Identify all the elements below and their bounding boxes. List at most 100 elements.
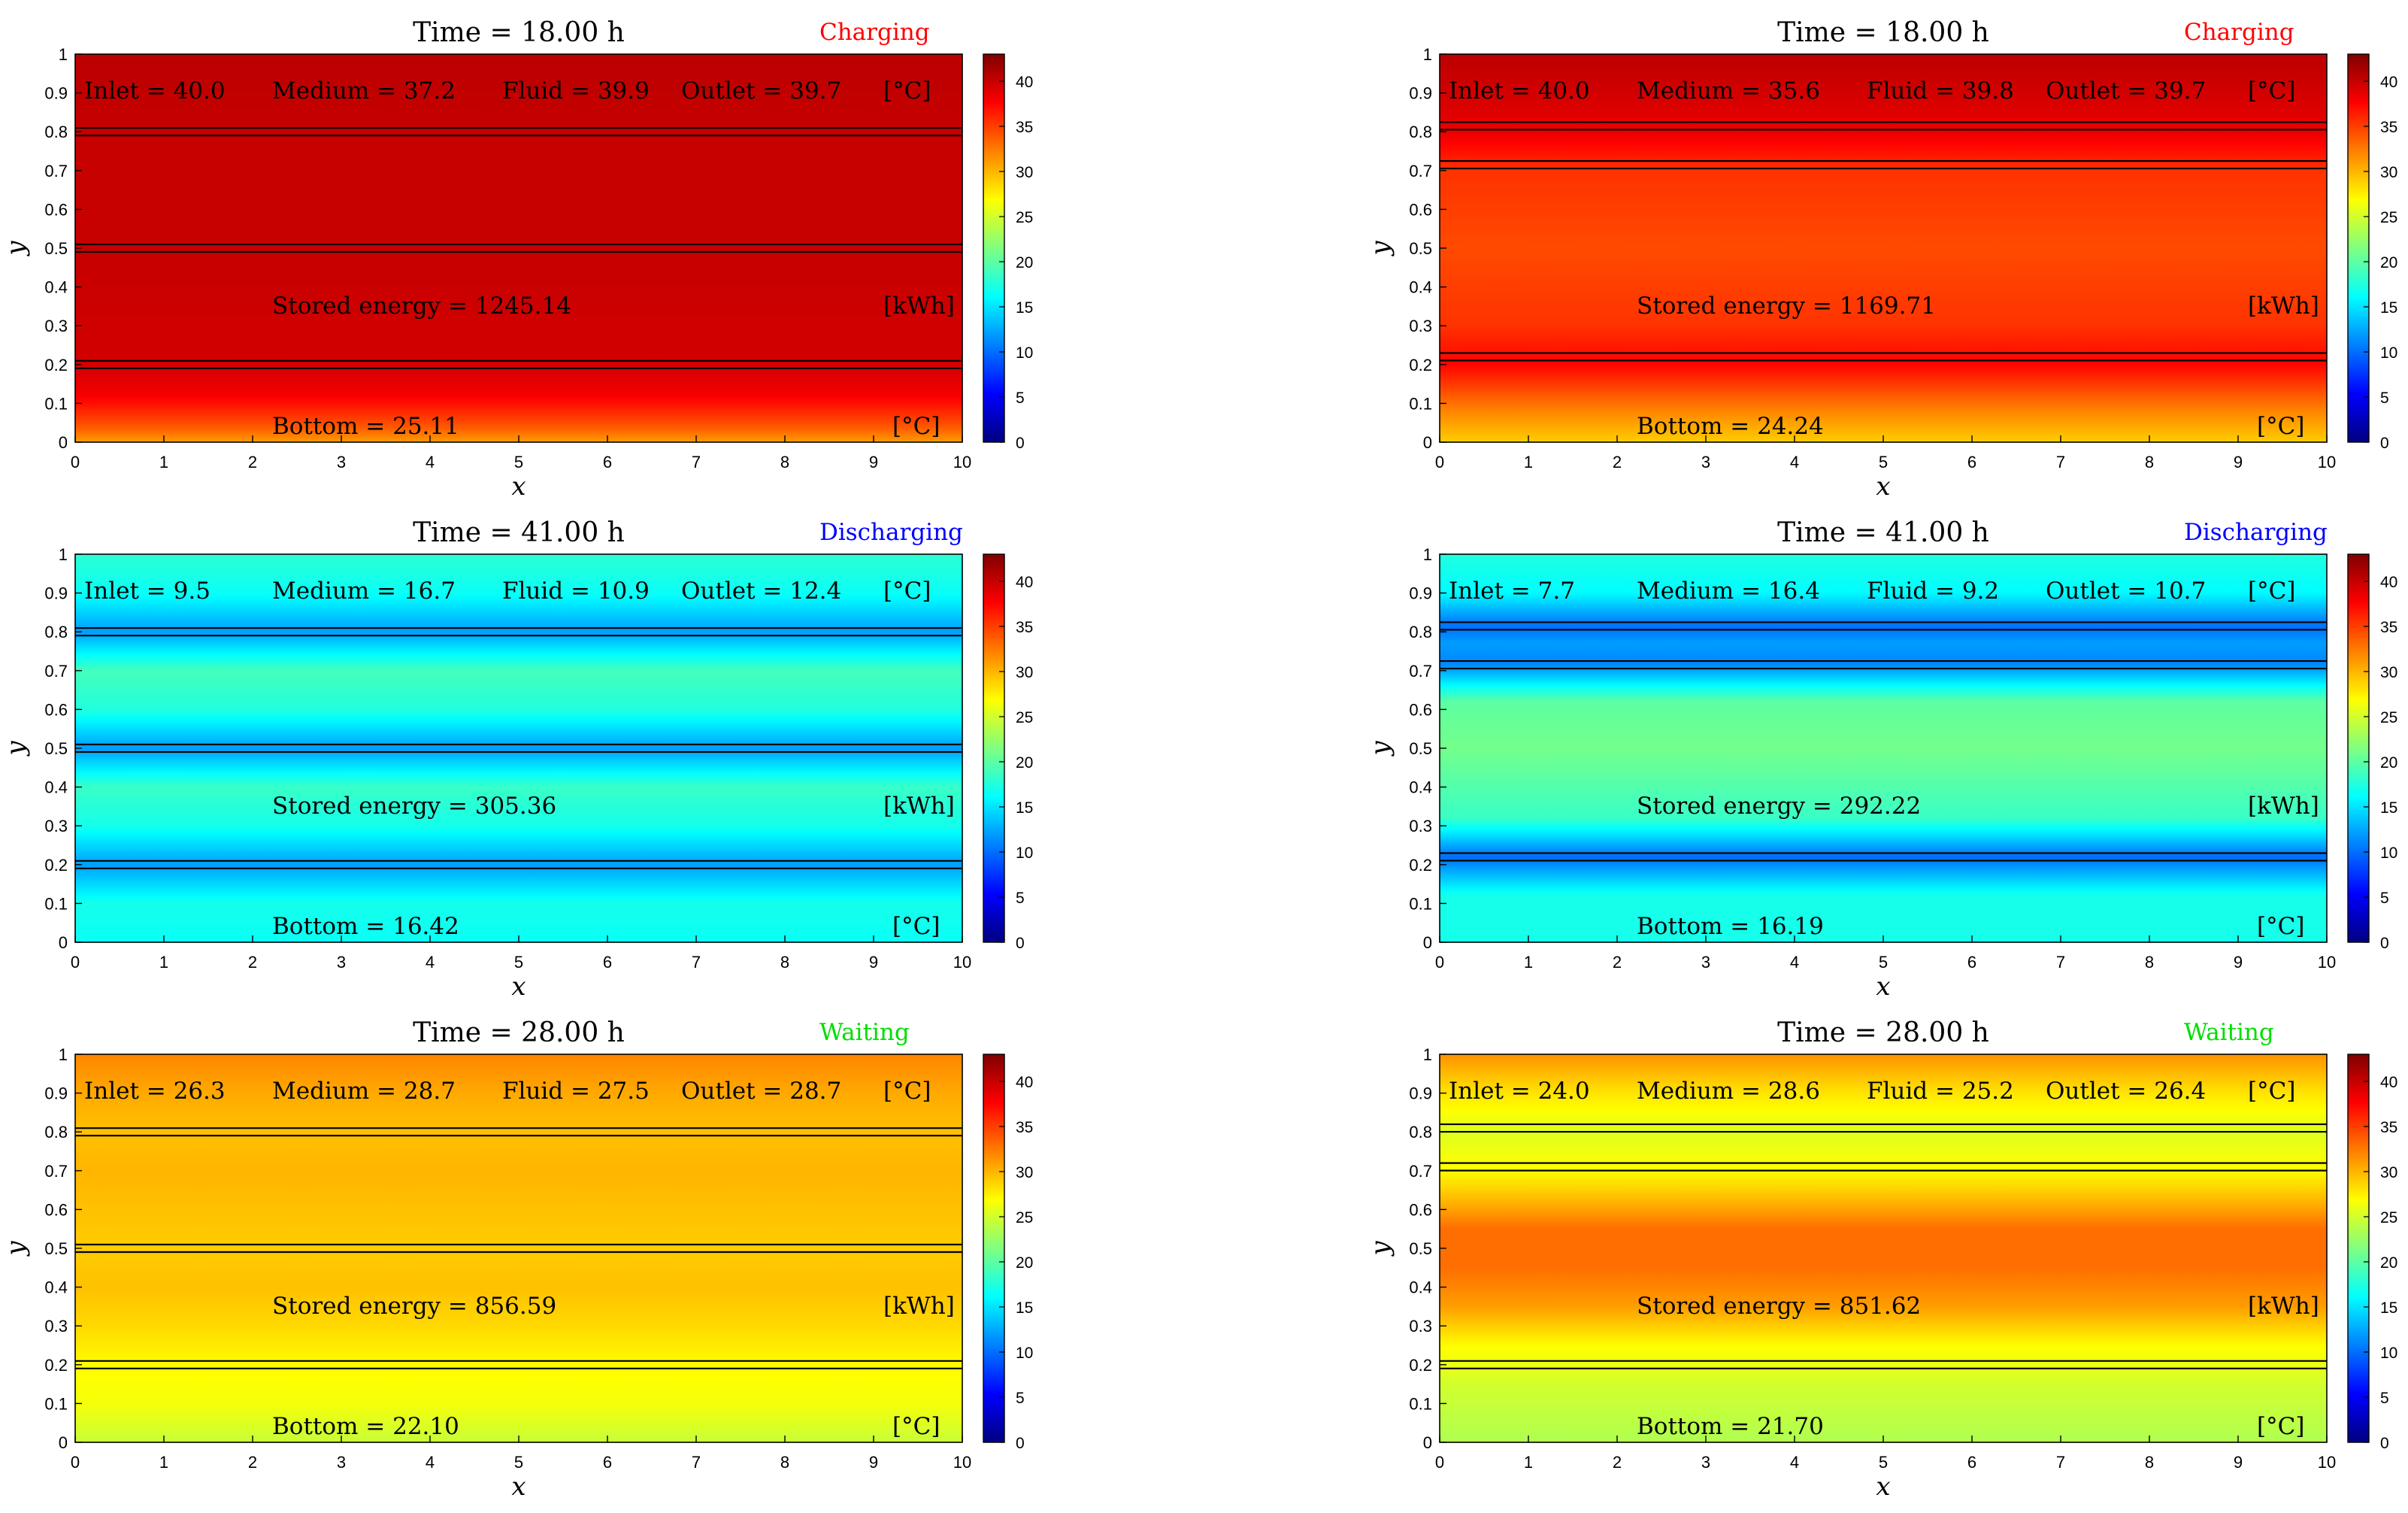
bottom-unit-label: [°C] (892, 1413, 940, 1440)
x-tick-label: 10 (2318, 1453, 2336, 1472)
colorbar-tick-label: 40 (2380, 1074, 2397, 1091)
x-tick-label: 2 (1613, 453, 1622, 471)
colorbar-tick-label: 30 (1016, 1164, 1033, 1181)
temperature-field (75, 554, 962, 942)
y-tick-label: 0.4 (1409, 278, 1432, 297)
y-tick-label: 0 (59, 1433, 68, 1452)
colorbar-tick-label: 25 (2380, 709, 2397, 726)
inlet-label: Inlet = 40.0 (84, 77, 226, 105)
bottom-unit-label: [°C] (2257, 913, 2304, 940)
colorbar-tick-label: 35 (2380, 619, 2397, 636)
pipe-2 (75, 1243, 962, 1254)
colorbar (983, 53, 1005, 443)
medium-label: Medium = 16.4 (1637, 578, 1820, 605)
x-tick-label: 4 (426, 453, 435, 471)
x-tick-label: 2 (248, 953, 257, 972)
colorbar-tick-label: 15 (1016, 299, 1033, 317)
colorbar-tick-label: 25 (1016, 209, 1033, 226)
medium-label: Medium = 37.2 (272, 77, 456, 105)
stored-energy-label: Stored energy = 1245.14 (272, 293, 571, 320)
colorbar-tick-label: 0 (2380, 1435, 2389, 1452)
outlet-label: Outlet = 12.4 (681, 578, 841, 605)
state-label: Waiting (819, 1019, 910, 1046)
colorbar-tick-label: 0 (1016, 1435, 1025, 1452)
y-tick-label: 0.6 (44, 200, 68, 219)
pipe-2 (1440, 659, 2327, 670)
x-tick-label: 10 (953, 1453, 971, 1472)
y-tick-label: 0.2 (44, 1356, 68, 1375)
x-tick-label: 8 (2145, 453, 2154, 471)
x-axis-label: x (511, 1472, 526, 1502)
x-tick-label: 5 (514, 453, 523, 471)
panel-title: Time = 41.00 h (1777, 517, 1989, 548)
pipe-3 (75, 627, 962, 637)
y-tick-label: 0 (1423, 1433, 1432, 1452)
x-tick-label: 10 (2318, 453, 2336, 471)
panel-1: 0 1 2 3 4 5 6 7 8 9 1000.10.20.30.40.50.60.70.80.9… (1, 17, 1033, 502)
y-tick-label: 0.7 (1409, 662, 1432, 681)
bottom-unit-label: [°C] (2257, 413, 2304, 440)
y-tick-label: 0.9 (44, 1084, 68, 1103)
y-tick-label: 0.7 (44, 1162, 68, 1181)
temperature-unit-label: [°C] (883, 77, 931, 105)
x-tick-label: 3 (337, 1453, 346, 1472)
outlet-label: Outlet = 39.7 (681, 77, 841, 105)
x-tick-label: 1 (159, 1453, 168, 1472)
bottom-unit-label: [°C] (2257, 1413, 2304, 1440)
pipe-3 (1440, 621, 2327, 631)
bottom-unit-label: [°C] (892, 913, 940, 940)
x-axis-label: x (511, 471, 526, 502)
x-tick-label: 0 (1435, 1453, 1444, 1472)
pipe-1 (1440, 852, 2327, 862)
y-tick-label: 0 (59, 933, 68, 952)
colorbar-tick-label: 20 (1016, 254, 1033, 271)
panel-2: 0 1 2 3 4 5 6 7 8 9 1000.10.20.30.40.50.60.70.80.9… (1365, 17, 2397, 502)
x-tick-label: 2 (1613, 1453, 1622, 1472)
bottom-label: Bottom = 16.19 (1637, 913, 1824, 940)
y-tick-label: 1 (1423, 1045, 1432, 1064)
inlet-label: Inlet = 9.5 (84, 578, 211, 605)
colorbar-tick-label: 5 (2380, 390, 2389, 407)
x-tick-label: 8 (2145, 953, 2154, 972)
colorbar-tick-label: 20 (2380, 754, 2397, 772)
pipe-3 (75, 127, 962, 137)
y-tick-label: 0.4 (1409, 1278, 1432, 1297)
x-tick-label: 1 (1524, 453, 1533, 471)
colorbar-tick-label: 0 (1016, 935, 1025, 952)
colorbar-tick-label: 40 (1016, 74, 1033, 91)
bottom-label: Bottom = 24.24 (1637, 413, 1824, 440)
colorbar (2347, 553, 2370, 943)
y-tick-label: 0.5 (1409, 239, 1432, 258)
colorbar-tick-label: 20 (2380, 1254, 2397, 1272)
energy-unit-label: [kWh] (2248, 293, 2319, 320)
x-axis-label: x (511, 972, 526, 1002)
x-tick-label: 7 (692, 453, 701, 471)
y-tick-label: 0.8 (44, 123, 68, 141)
y-tick-label: 0.5 (1409, 739, 1432, 758)
pipe-3 (1440, 121, 2327, 131)
y-tick-label: 0.2 (1409, 1356, 1432, 1375)
x-axis-label: x (1876, 972, 1890, 1002)
y-tick-label: 0.7 (44, 662, 68, 681)
temperature-field (1440, 54, 2327, 442)
colorbar-tick-label: 25 (2380, 209, 2397, 226)
colorbar-tick-label: 5 (1016, 390, 1025, 407)
temperature-field (1440, 1054, 2327, 1442)
y-tick-label: 0.3 (1409, 317, 1432, 335)
x-tick-label: 4 (1790, 953, 1799, 972)
pipe-1 (75, 359, 962, 369)
y-tick-label: 0.5 (44, 1239, 68, 1258)
y-tick-label: 0.4 (44, 1278, 68, 1297)
y-tick-label: 0.6 (44, 700, 68, 719)
y-tick-label: 0.3 (1409, 817, 1432, 835)
medium-label: Medium = 28.6 (1637, 1078, 1820, 1105)
x-tick-label: 9 (2234, 1453, 2243, 1472)
colorbar-tick-label: 10 (2380, 844, 2397, 862)
inlet-label: Inlet = 7.7 (1449, 578, 1575, 605)
energy-unit-label: [kWh] (883, 293, 955, 320)
panel-title: Time = 18.00 h (1777, 17, 1989, 48)
y-tick-label: 1 (59, 1045, 68, 1064)
colorbar-tick-label: 35 (1016, 1119, 1033, 1136)
y-tick-label: 0.7 (1409, 1162, 1432, 1181)
